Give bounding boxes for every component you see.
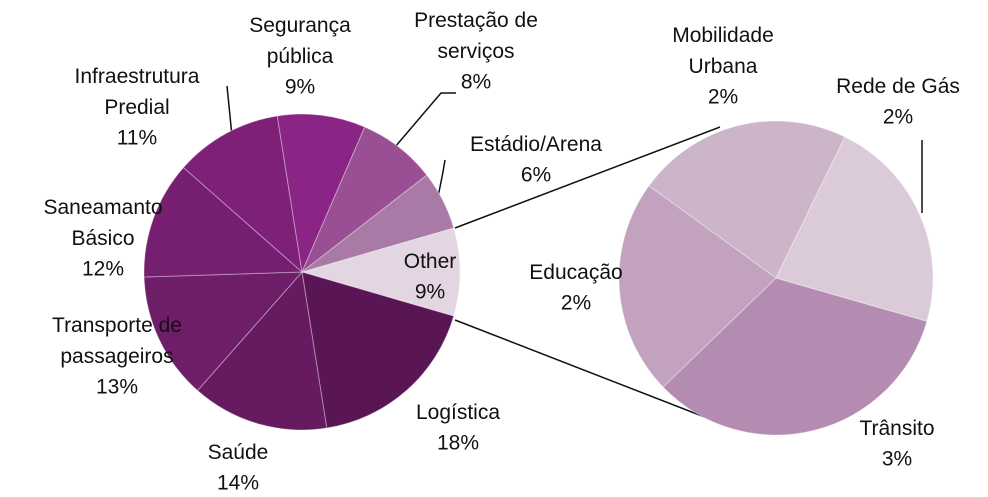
slice-label: Segurança pública: [249, 14, 351, 68]
slice-value: 9%: [415, 281, 445, 304]
connector-line: [454, 319, 721, 424]
slice-value: 9%: [285, 76, 315, 99]
leader-line: [226, 85, 233, 137]
slice-label: Trânsito: [859, 417, 934, 440]
slice-value: 2%: [708, 86, 738, 109]
pie: [618, 120, 934, 436]
slice-value: 2%: [883, 106, 913, 129]
connector-line: [454, 126, 721, 229]
slice-label: Mobilidade Urbana: [672, 24, 774, 78]
slice-value: 6%: [521, 164, 551, 187]
pie: [143, 113, 461, 431]
slice-label: Logística: [416, 401, 500, 424]
slice-value: 18%: [437, 432, 479, 455]
pie-slice: [196, 270, 328, 431]
slice-label: Saúde: [208, 441, 269, 464]
slice-value: 13%: [96, 376, 138, 399]
slice-label: Transporte de passageiros: [52, 314, 182, 368]
slice-label: Other: [404, 250, 457, 273]
leader-lines: [226, 85, 923, 424]
pie-slice: [662, 277, 928, 436]
pie-slice: [301, 271, 455, 429]
pie-slice: [276, 113, 366, 274]
leader-line: [394, 92, 456, 148]
slice-label: Estádio/Arena: [470, 133, 602, 156]
slice-value: 14%: [217, 472, 259, 495]
slice-value: 3%: [882, 448, 912, 471]
pie-slice: [648, 120, 846, 279]
pie-slice: [143, 271, 304, 392]
pie-slice: [775, 136, 934, 322]
slice-value: 8%: [461, 71, 491, 94]
slice-label: Rede de Gás: [836, 75, 960, 98]
slice-label: Saneamanto Básico: [43, 196, 162, 250]
slice-label: Infraestrutura Predial: [75, 65, 200, 119]
pie-slice: [300, 227, 461, 317]
leader-line: [437, 159, 446, 198]
slice-label: Prestação de serviços: [414, 9, 538, 63]
slice-value: 2%: [561, 292, 591, 315]
pie-slice: [143, 166, 304, 278]
pie-slice: [301, 126, 428, 273]
pie-slice: [301, 174, 455, 273]
slice-value: 11%: [117, 127, 157, 150]
pie-slice: [618, 185, 777, 388]
slice-label: Educação: [529, 261, 622, 284]
pie-slice: [182, 115, 303, 274]
slice-value: 12%: [82, 258, 124, 281]
